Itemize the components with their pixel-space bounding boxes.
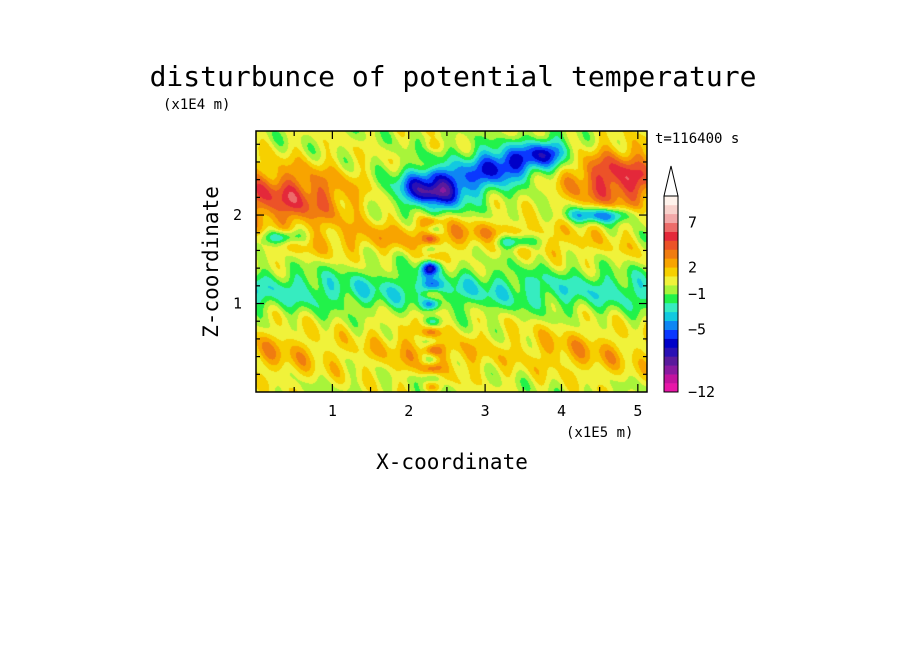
colorbar-label: −5 [688, 321, 706, 339]
y-tick-label: 1 [233, 295, 242, 313]
colorbar-swatch [664, 196, 678, 206]
colorbar-swatch [664, 338, 678, 348]
colorbar-swatch [664, 302, 678, 313]
colorbar-label: 7 [688, 214, 697, 232]
colorbar-swatch [664, 311, 678, 322]
colorbar-swatch [664, 374, 678, 384]
colorbar-swatch [664, 356, 678, 366]
colorbar-swatch [664, 204, 678, 215]
x-tick-label: 1 [328, 402, 337, 420]
y-multiplier-label: (x1E4 m) [163, 97, 230, 113]
colorbar-extend-arrow [663, 165, 679, 197]
x-multiplier-label: (x1E5 m) [566, 425, 633, 441]
heatmap-field [256, 131, 647, 392]
colorbar-label: −1 [688, 285, 706, 303]
colorbar-swatch [664, 329, 678, 339]
colorbar-swatch [664, 213, 678, 224]
plot-frame [255, 130, 648, 393]
colorbar-label: −12 [688, 383, 715, 401]
colorbar-swatch [664, 347, 678, 357]
colorbar: 7 2 −1 −5 −12 [663, 165, 715, 401]
colorbar-swatch [664, 294, 678, 304]
y-axis-title: Z-coordinate [199, 186, 223, 338]
colorbar-swatch [664, 249, 678, 259]
x-axis: 1 2 3 4 5 [293, 131, 642, 420]
colorbar-swatch [664, 231, 678, 241]
y-axis: 12 [233, 143, 647, 375]
x-tick-label: 5 [633, 402, 642, 420]
colorbar-swatch [664, 267, 678, 277]
y-tick-label: 2 [233, 206, 242, 224]
x-tick-label: 2 [404, 402, 413, 420]
colorbar-swatch [664, 240, 678, 250]
x-tick-label: 4 [557, 402, 566, 420]
colorbar-swatch [664, 285, 678, 295]
colorbar-label: 2 [688, 258, 697, 276]
colorbar-swatch [664, 276, 678, 286]
colorbar-swatch [664, 365, 678, 375]
time-label: t=116400 s [655, 131, 739, 147]
colorbar-swatch [664, 383, 678, 393]
chart-title: disturbunce of potential temperature [150, 60, 757, 93]
colorbar-swatch [664, 258, 678, 268]
x-tick-label: 3 [481, 402, 490, 420]
colorbar-swatch [664, 222, 678, 232]
x-axis-title: X-coordinate [376, 450, 528, 474]
colorbar-swatch [664, 320, 678, 330]
